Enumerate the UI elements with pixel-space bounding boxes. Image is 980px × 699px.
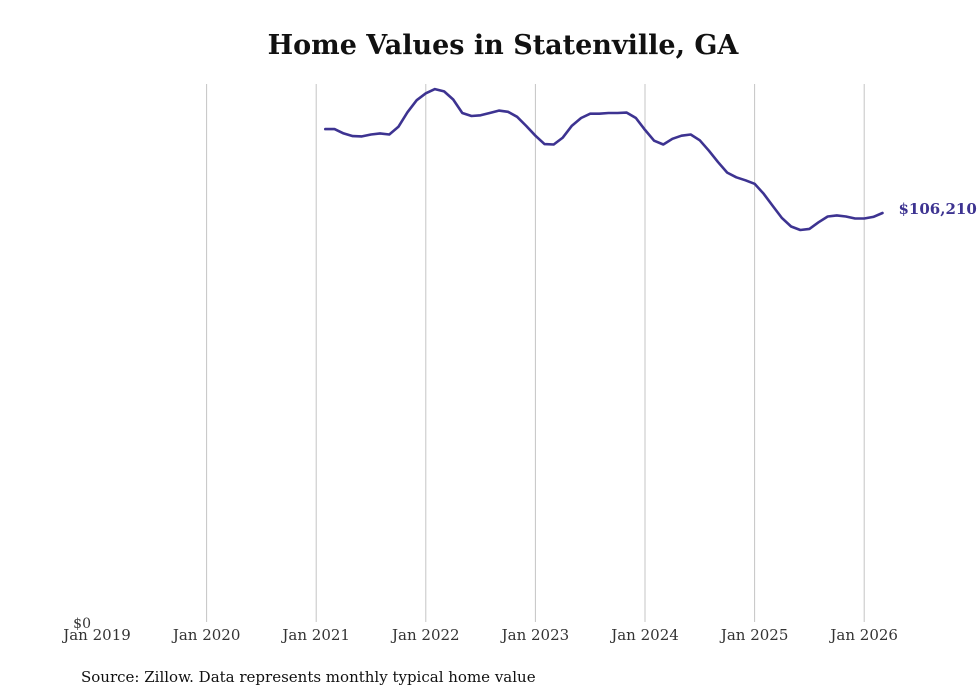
x-tick-label: Jan 2020: [171, 626, 241, 644]
x-tick-label: Jan 2023: [500, 626, 570, 644]
x-tick-label: Jan 2022: [390, 626, 460, 644]
x-tick-label: Jan 2021: [280, 626, 350, 644]
y-tick-label: $0: [73, 616, 91, 632]
end-value-label: $106,210: [899, 200, 977, 218]
x-tick-label: Jan 2019: [61, 626, 131, 644]
series-line: [323, 87, 884, 232]
x-tick-label: Jan 2025: [719, 626, 789, 644]
x-tick-label: Jan 2024: [609, 626, 679, 644]
source-note: Source: Zillow. Data represents monthly …: [81, 668, 536, 686]
chart-title: Home Values in Statenville, GA: [267, 30, 739, 61]
x-tick-label: Jan 2026: [828, 626, 898, 644]
